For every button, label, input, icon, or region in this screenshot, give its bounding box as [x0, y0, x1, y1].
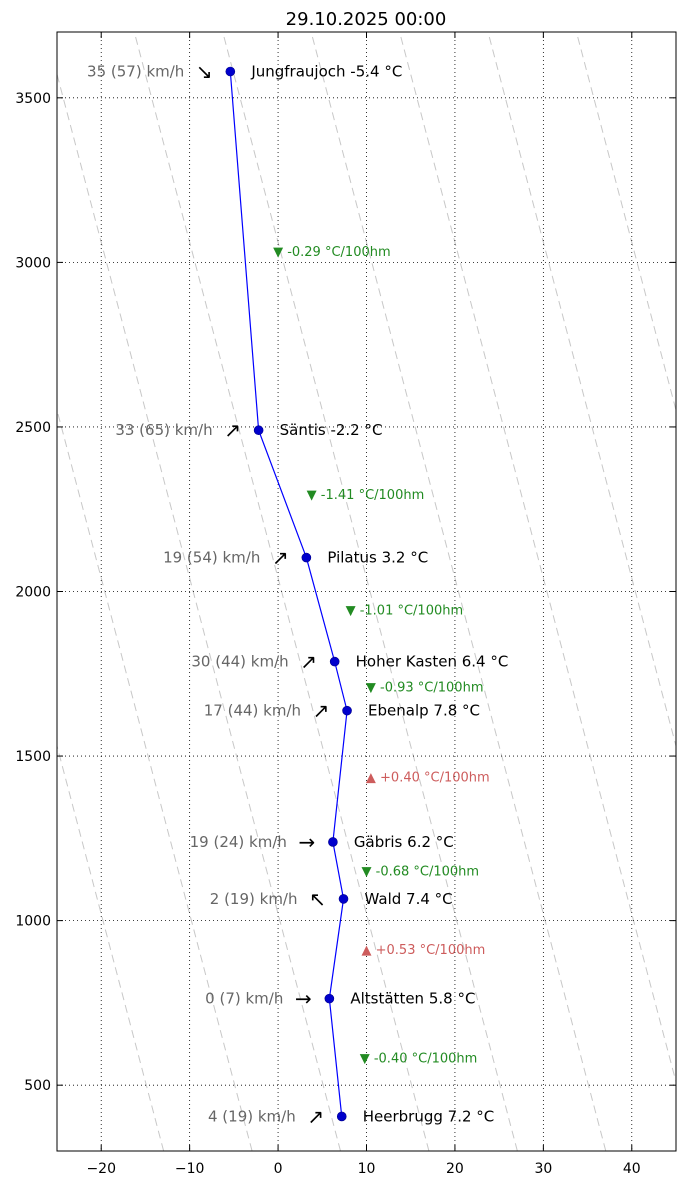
station-label: Pilatus 3.2 °C	[327, 549, 428, 567]
axis-ticks: −20 −10 0 10 20 30 40 500 1000 1500 2000 2500 3000 35…	[15, 32, 676, 1177]
x-tick-label: 20	[446, 1161, 464, 1177]
wind-label: 19 (54) km/h	[163, 549, 260, 567]
lapse-rate-labels: ▼ -0.29 °C/100hm ▼ -1.41 °C/100hm ▼ -1.01 …	[273, 245, 490, 1067]
wind-direction-arrow: →	[295, 987, 312, 1011]
station-label: Altstätten 5.8 °C	[350, 990, 475, 1008]
y-tick-label: 3500	[15, 91, 51, 107]
station-marker	[329, 656, 340, 667]
wind-direction-arrow: ↗	[300, 650, 317, 674]
wind-label: 17 (44) km/h	[204, 702, 301, 720]
wind-label: 2 (19) km/h	[210, 890, 298, 908]
wind-direction-arrow: ↗	[272, 546, 289, 570]
wind-direction-arrow: ↗	[224, 418, 241, 442]
dry-adiabat-line	[575, 32, 676, 413]
wind-label: 4 (19) km/h	[208, 1107, 296, 1125]
station-marker	[253, 425, 264, 436]
station-marker	[324, 993, 335, 1004]
lapse-rate-label: ▼ -1.41 °C/100hm	[307, 488, 425, 503]
wind-direction-arrow: ↗	[313, 699, 330, 723]
wind-direction-arrow: ↗	[307, 1104, 324, 1128]
station-label: Ebenalp 7.8 °C	[368, 702, 480, 720]
y-tick-label: 500	[24, 1078, 51, 1094]
y-tick-label: 2500	[15, 420, 51, 436]
lapse-rate-label: ▼ -0.29 °C/100hm	[273, 245, 391, 260]
station-label: Heerbrugg 7.2 °C	[363, 1107, 495, 1125]
station-marker	[225, 66, 236, 77]
x-tick-label: 30	[534, 1161, 552, 1177]
station-label: Jungfraujoch -5.4 °C	[250, 62, 402, 80]
y-tick-label: 2000	[15, 585, 51, 601]
wind-label: 30 (44) km/h	[191, 653, 288, 671]
dry-adiabat-line	[399, 32, 676, 1084]
dry-adiabat-line	[57, 408, 253, 1151]
station-marker	[301, 552, 312, 563]
x-tick-label: −10	[175, 1161, 205, 1177]
wind-direction-arrow: ↘	[196, 59, 213, 83]
station-marker	[328, 837, 338, 847]
temperature-profile	[225, 66, 352, 1122]
dry-adiabat-line	[222, 32, 518, 1151]
lapse-rate-label: ▼ -1.01 °C/100hm	[346, 604, 464, 619]
x-tick-label: 40	[623, 1161, 641, 1177]
lapse-rate-label: ▲ +0.40 °C/100hm	[366, 770, 490, 785]
dry-adiabat-line	[487, 32, 676, 748]
lapse-rate-label: ▼ -0.40 °C/100hm	[360, 1052, 478, 1067]
chart-title: 29.10.2025 00:00	[286, 9, 447, 30]
dry-adiabat-line	[310, 32, 607, 1151]
x-tick-label: 10	[358, 1161, 376, 1177]
y-tick-label: 3000	[15, 255, 51, 271]
lapse-rate-label: ▼ -0.68 °C/100hm	[362, 865, 480, 880]
station-label: Gäbris 6.2 °C	[354, 833, 454, 851]
station-label: Hoher Kasten 6.4 °C	[356, 653, 509, 671]
station-marker	[342, 705, 352, 716]
y-tick-label: 1000	[15, 914, 51, 930]
grid	[57, 32, 676, 1151]
dry-adiabats	[57, 32, 676, 1151]
x-tick-label: 0	[274, 1161, 283, 1177]
wind-direction-arrow: →	[299, 830, 316, 854]
lapse-rate-label: ▼ -0.93 °C/100hm	[366, 680, 484, 695]
y-tick-label: 1500	[15, 749, 51, 765]
wind-label: 35 (57) km/h	[87, 62, 184, 80]
station-label: Wald 7.4 °C	[365, 890, 453, 908]
x-tick-label: −20	[86, 1161, 116, 1177]
station-marker	[338, 894, 349, 904]
lapse-rate-label: ▲ +0.53 °C/100hm	[362, 943, 486, 958]
station-marker	[336, 1111, 347, 1122]
temperature-line	[229, 71, 348, 1117]
wind-direction-arrow: ↖	[309, 887, 326, 911]
wind-label: 33 (65) km/h	[115, 421, 212, 439]
wind-label: 19 (24) km/h	[190, 833, 287, 851]
station-labels: Jungfraujoch -5.4 °C ↘ 35 (57) km/h Säntis …	[87, 59, 508, 1128]
station-label: Säntis -2.2 °C	[280, 421, 383, 439]
wind-label: 0 (7) km/h	[205, 990, 283, 1008]
